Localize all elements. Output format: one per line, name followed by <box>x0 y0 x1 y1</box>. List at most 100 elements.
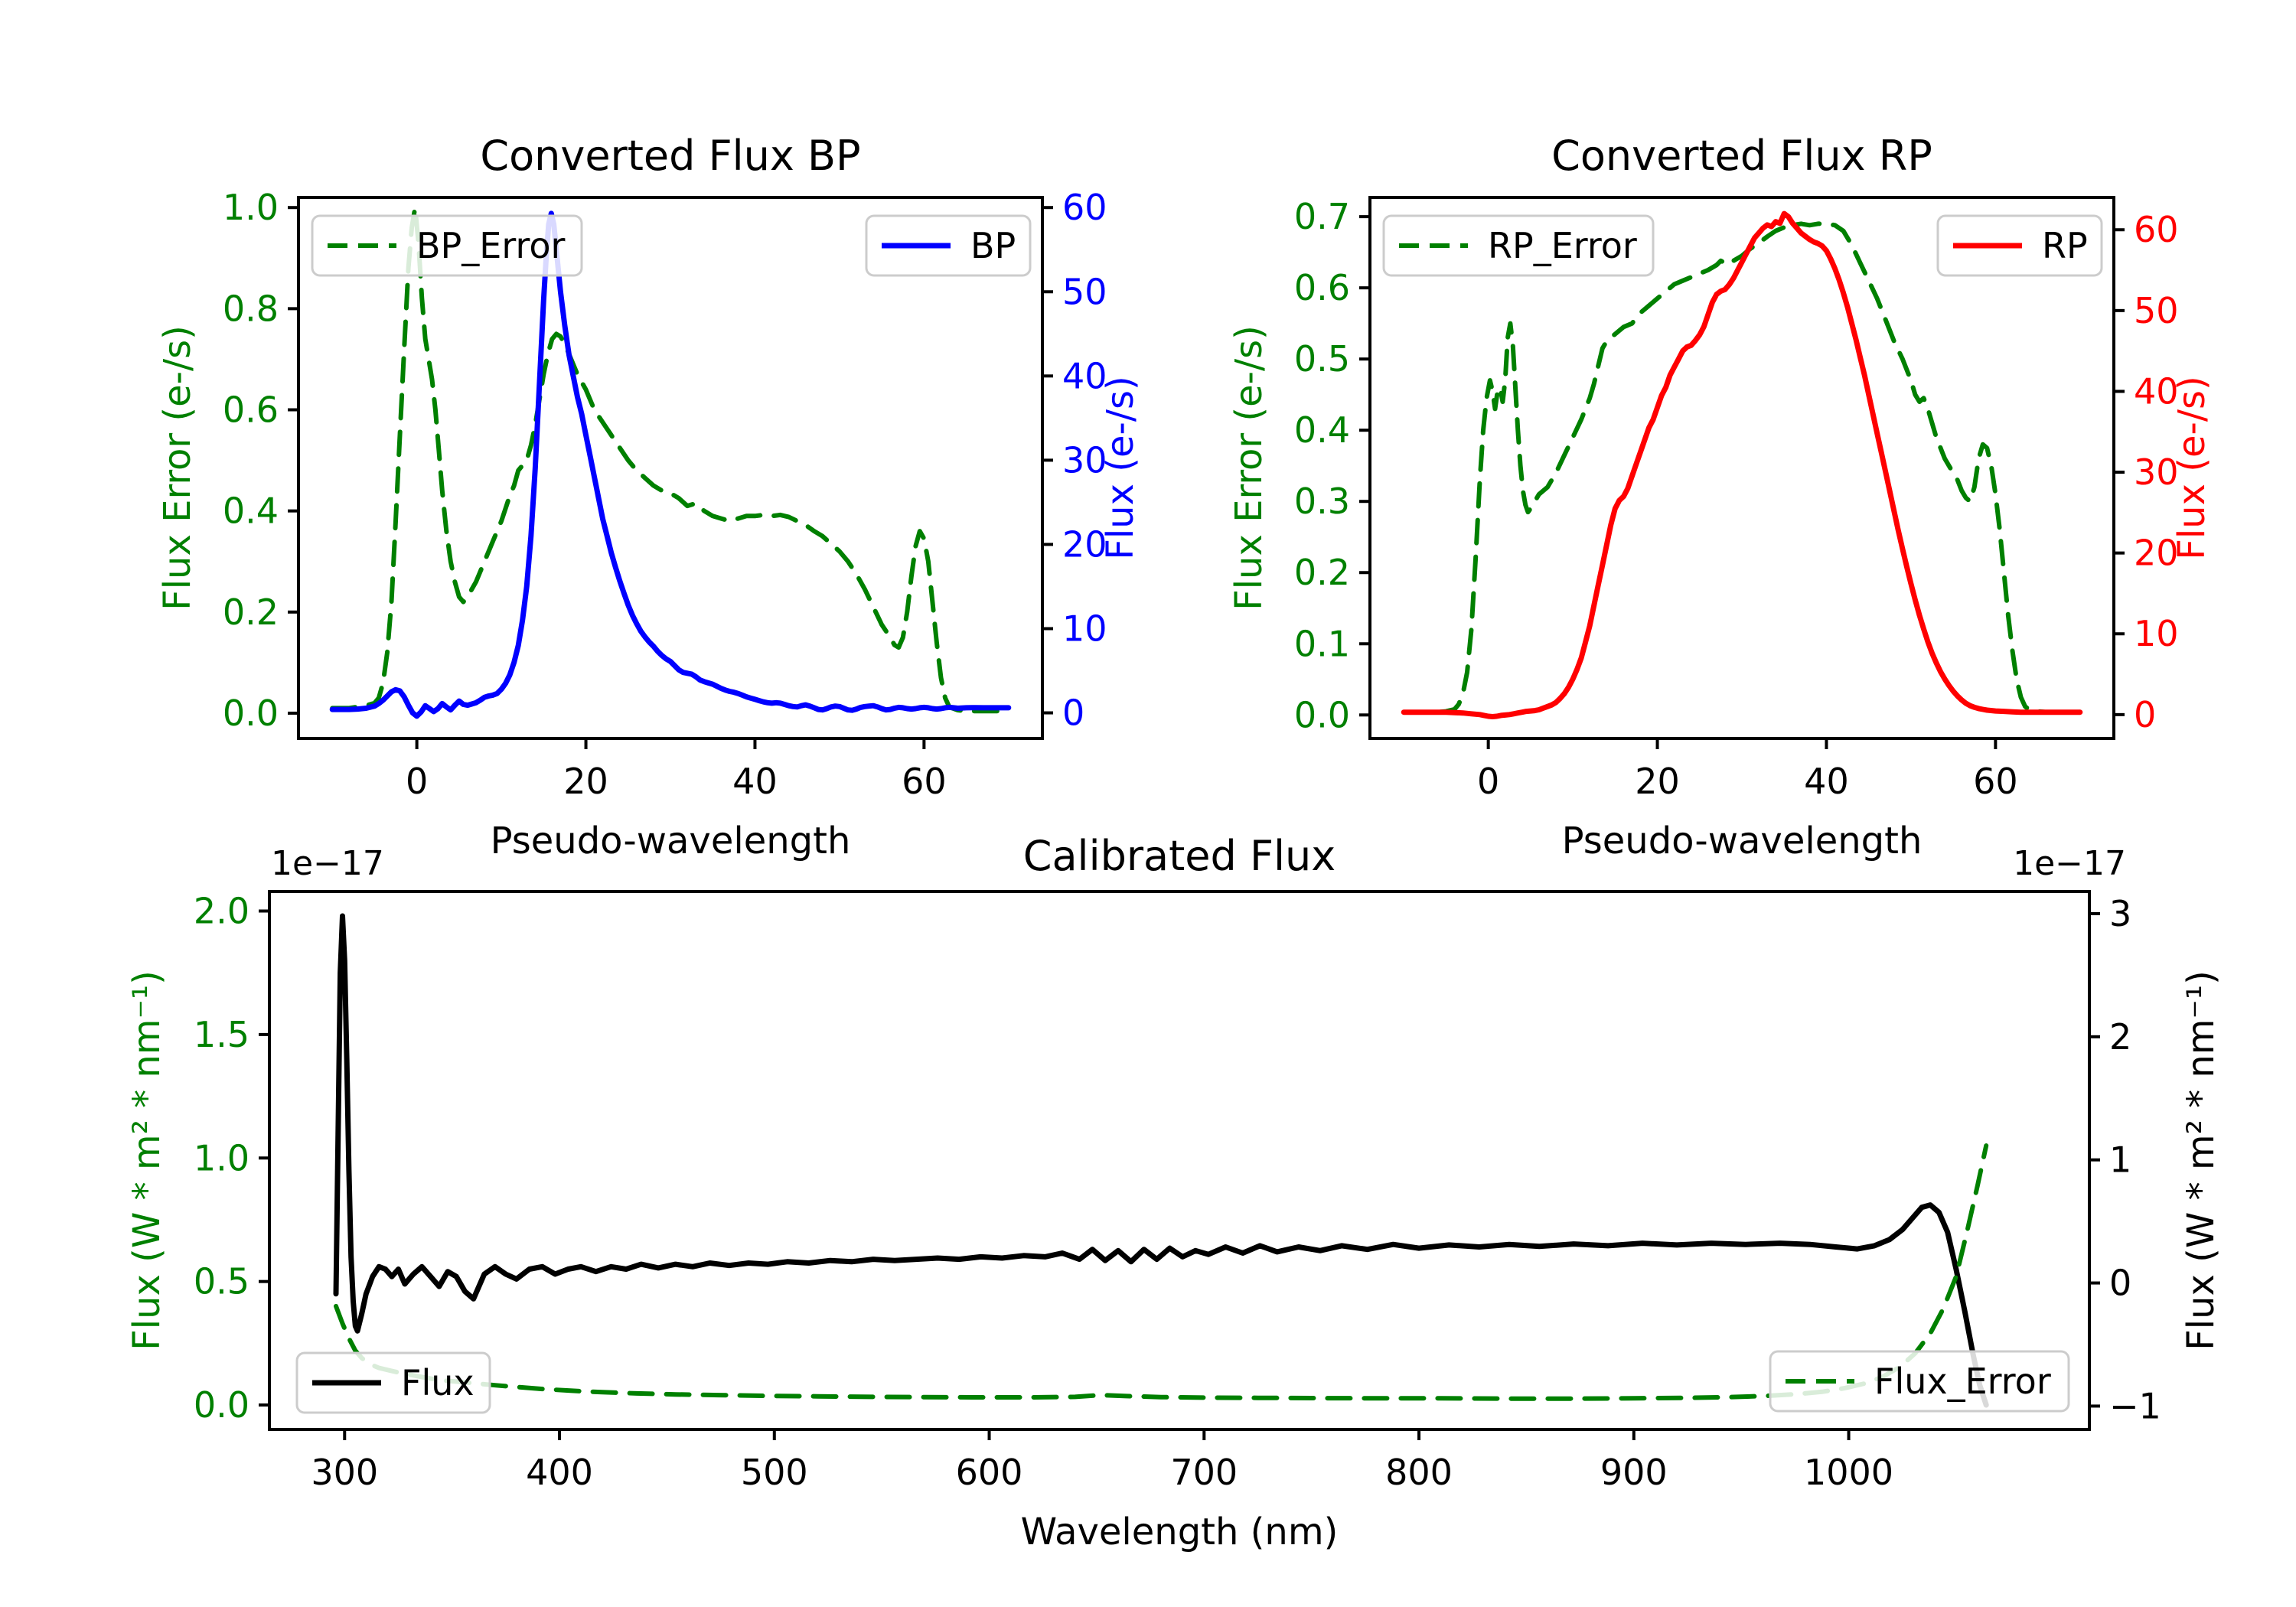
legend-rp-error: RP_Error <box>1382 214 1655 277</box>
y-right-tick-label: 1 <box>2109 1139 2131 1181</box>
axes-spines <box>297 196 1044 740</box>
y-left-tick-label: 0.4 <box>223 491 279 532</box>
y-left-tick-label: 1.0 <box>194 1137 249 1178</box>
subplot-title: Converted Flux RP <box>1551 132 1932 180</box>
legend-label: Flux <box>401 1362 475 1403</box>
y-right-tick-label: 40 <box>2134 370 2179 412</box>
y-right-tick-label: 20 <box>1062 523 1107 565</box>
y-left-tick-label: 2.0 <box>194 890 249 931</box>
y-right-tick-label: 50 <box>1062 271 1107 312</box>
y-right-tick-label: 50 <box>2134 290 2179 331</box>
series-group <box>329 205 1012 719</box>
legend-label: BP_Error <box>416 225 566 266</box>
legend-flux: Flux <box>295 1351 491 1414</box>
legend-box <box>311 214 583 277</box>
legend-bp-error: BP_Error <box>311 214 583 277</box>
bp-error-series-line <box>330 205 1011 714</box>
axes-spines <box>268 890 2091 1431</box>
y-left-offset-text: 1e−17 <box>271 844 384 883</box>
legend-box <box>295 1351 491 1414</box>
x-tick-label: 700 <box>1170 1452 1238 1493</box>
y-left-tick-label: 0.4 <box>1294 409 1350 451</box>
legend-rp: RP <box>1936 214 2103 277</box>
y-left-tick-label: 0.0 <box>194 1384 249 1426</box>
y-left-tick-label: 0.3 <box>1294 481 1350 522</box>
legend-box <box>1769 1350 2070 1413</box>
y-left-axis-label: Flux Error (e-/s) <box>156 325 199 611</box>
x-tick-label: 300 <box>311 1452 378 1493</box>
x-tick-label: 0 <box>406 761 428 802</box>
y-right-axis-label: Flux (e-/s) <box>2170 376 2213 560</box>
y-left-axis-label: Flux Error (e-/s) <box>1228 325 1270 611</box>
axes-spines <box>1368 196 2115 740</box>
y-left-tick-label: 0.7 <box>1294 196 1350 237</box>
x-tick-label: 900 <box>1600 1452 1668 1493</box>
y-right-tick-label: 0 <box>1062 693 1084 734</box>
y-left-tick-label: 0.8 <box>223 288 279 329</box>
subplot-converted-flux-bp: 0 20 40 60 0.0 0.2 0.4 0.6 0.8 1.0 0 10 20 30 40 50 60 Co… <box>156 132 1142 862</box>
y-left-tick-label: 1.5 <box>194 1014 249 1055</box>
y-right-axis-label: Flux (W * m² * nm⁻¹) <box>2180 970 2223 1351</box>
y-left-axis-label: Flux (W * m² * nm⁻¹) <box>126 970 168 1351</box>
subplot-calibrated-flux: 300 400 500 600 700 800 900 1000 0.0 0.5 1.0 1.5 2.0… <box>126 832 2223 1553</box>
x-tick-label: 400 <box>526 1452 593 1493</box>
x-axis-label: Pseudo-wavelength <box>1562 820 1923 862</box>
x-axis-label: Wavelength (nm) <box>1021 1511 1339 1553</box>
y-right-tick-label: 30 <box>1062 439 1107 481</box>
y-left-tick-label: 0.5 <box>194 1261 249 1302</box>
series-group <box>1401 210 2083 719</box>
subplot-title: Calibrated Flux <box>1023 832 1336 880</box>
subplot-title: Converted Flux BP <box>480 132 860 180</box>
y-left-tick-label: 0.0 <box>223 693 279 734</box>
y-right-tick-label: 40 <box>1062 355 1107 396</box>
x-tick-label: 40 <box>1804 761 1849 802</box>
x-tick-label: 800 <box>1385 1452 1453 1493</box>
y-right-tick-label: 30 <box>2134 451 2179 493</box>
x-tick-label: 0 <box>1477 761 1499 802</box>
y-right-tick-label: 10 <box>1062 608 1107 649</box>
legend-flux-error: Flux_Error <box>1769 1350 2070 1413</box>
x-tick-label: 20 <box>563 761 608 802</box>
y-right-tick-label: −1 <box>2109 1385 2161 1426</box>
legend-bp: BP <box>865 214 1032 277</box>
y-left-tick-label: 0.0 <box>1294 694 1350 735</box>
legend-box <box>1382 214 1655 277</box>
bp-series-line <box>329 210 1012 719</box>
y-right-offset-text: 1e−17 <box>2013 844 2126 883</box>
y-right-tick-label: 20 <box>2134 533 2179 574</box>
y-right-tick-label: 60 <box>2134 209 2179 250</box>
legend-label: RP_Error <box>1488 225 1637 266</box>
y-left-tick-label: 0.6 <box>1294 267 1350 308</box>
y-right-axis-label: Flux (e-/s) <box>1099 376 1142 560</box>
legend-label: BP <box>970 225 1016 266</box>
y-left-tick-label: 1.0 <box>223 187 279 228</box>
y-right-tick-label: 3 <box>2109 893 2131 934</box>
flux-error-series-line <box>334 1143 1989 1401</box>
rp-error-series-line <box>1401 221 2082 715</box>
y-left-tick-label: 0.2 <box>1294 552 1350 593</box>
y-right-tick-label: 2 <box>2109 1016 2131 1058</box>
y-right-tick-label: 0 <box>2109 1263 2131 1304</box>
flux-series-line <box>333 913 1989 1408</box>
y-right-tick-label: 10 <box>2134 613 2179 654</box>
x-tick-label: 1000 <box>1804 1452 1893 1493</box>
y-right-tick-label: 60 <box>1062 187 1107 228</box>
y-right-tick-label: 0 <box>2134 694 2156 735</box>
y-left-tick-label: 0.6 <box>223 390 279 431</box>
y-left-tick-label: 0.2 <box>223 592 279 633</box>
x-tick-label: 40 <box>732 761 778 802</box>
x-axis-label: Pseudo-wavelength <box>491 820 851 862</box>
legend-label: Flux_Error <box>1874 1361 2051 1402</box>
subplot-converted-flux-rp: 0 20 40 60 0.0 0.1 0.2 0.3 0.4 0.5 0.6 0.7 0 10 20 30 40… <box>1228 132 2213 862</box>
rp-series-line <box>1401 210 2083 719</box>
x-tick-label: 20 <box>1635 761 1680 802</box>
x-tick-label: 500 <box>741 1452 808 1493</box>
x-tick-label: 60 <box>902 761 947 802</box>
series-group <box>333 913 1989 1408</box>
y-left-tick-label: 0.5 <box>1294 338 1350 380</box>
y-left-tick-label: 0.1 <box>1294 623 1350 664</box>
x-tick-label: 60 <box>1973 761 2018 802</box>
legend-label: RP <box>2042 225 2088 266</box>
